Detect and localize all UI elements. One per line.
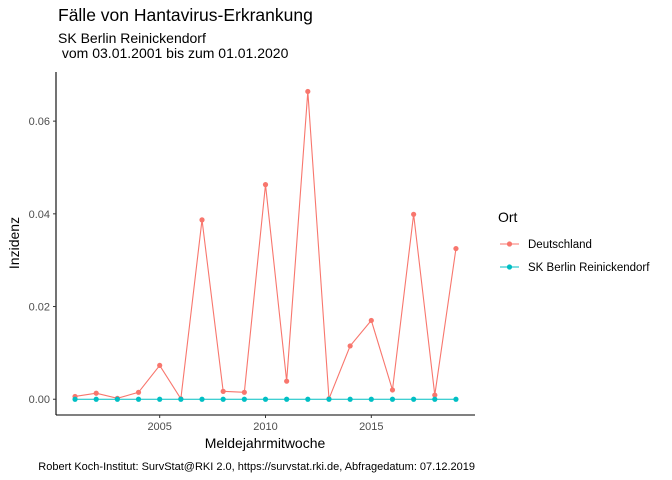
chart-caption: Robert Koch-Institut: SurvStat@RKI 2.0, … xyxy=(38,461,475,473)
y-ticks: 0.00 0.02 0.04 0.06 xyxy=(29,116,56,406)
data-point xyxy=(72,396,78,402)
chart-subtitle-line2: vom 03.01.2001 bis zum 01.01.2020 xyxy=(58,45,289,61)
x-tick-label: 2015 xyxy=(359,421,383,433)
data-point xyxy=(262,182,269,188)
series-1 xyxy=(72,396,459,402)
data-point xyxy=(220,388,226,394)
legend-item: SK Berlin Reinickendorf xyxy=(500,262,650,274)
legend-key-point xyxy=(506,241,513,247)
legend-key-point xyxy=(506,264,513,270)
x-tick-label: 2005 xyxy=(147,421,171,433)
data-point xyxy=(220,396,226,402)
data-point xyxy=(93,390,99,396)
y-tick-label: 0.00 xyxy=(29,394,50,406)
data-point xyxy=(326,396,332,402)
series-0 xyxy=(72,88,459,402)
data-point xyxy=(135,396,142,402)
chart-subtitle-line1: SK Berlin Reinickendorf xyxy=(58,30,206,46)
x-tick-label: 2010 xyxy=(253,421,277,433)
data-point xyxy=(305,396,311,402)
data-point xyxy=(347,396,353,402)
data-point xyxy=(262,396,269,402)
data-point xyxy=(453,396,459,402)
series-layer xyxy=(72,88,459,402)
data-point xyxy=(178,396,184,402)
legend-label: Deutschland xyxy=(528,239,592,251)
legend-items: Deutschland SK Berlin Reinickendorf xyxy=(500,239,650,274)
legend-label: SK Berlin Reinickendorf xyxy=(528,262,650,274)
data-point xyxy=(368,317,374,324)
series-line xyxy=(74,91,457,401)
data-point xyxy=(199,217,205,223)
y-tick-label: 0.02 xyxy=(29,302,50,314)
legend-item: Deutschland xyxy=(500,239,592,251)
y-tick-label: 0.06 xyxy=(29,116,50,128)
data-point xyxy=(199,396,205,402)
x-ticks: 2005 2010 2015 xyxy=(147,415,384,433)
data-point xyxy=(411,396,417,402)
data-point xyxy=(453,245,459,252)
data-point xyxy=(93,396,99,402)
data-point xyxy=(347,343,353,349)
data-point xyxy=(284,378,290,384)
chart-title: Fälle von Hantavirus-Erkrankung xyxy=(58,5,313,25)
plot-area: 0.00 0.02 0.04 0.06 2005 2010 2015 xyxy=(29,72,475,433)
data-point xyxy=(157,396,163,402)
data-point xyxy=(241,396,247,402)
data-point xyxy=(284,396,290,402)
data-point xyxy=(389,396,396,402)
data-point xyxy=(157,362,163,369)
x-axis-title: Meldejahrmitwoche xyxy=(205,435,326,451)
data-point xyxy=(432,396,438,402)
data-point xyxy=(368,396,374,402)
data-point xyxy=(432,392,438,398)
data-point xyxy=(114,396,120,402)
y-axis-title: Inzidenz xyxy=(6,217,22,269)
data-point xyxy=(305,88,311,95)
data-point xyxy=(135,389,142,395)
y-tick-label: 0.04 xyxy=(29,209,50,221)
legend-title: Ort xyxy=(498,209,518,225)
data-point xyxy=(241,389,247,395)
legend: Ort Deutschland SK Berlin Reinickendorf xyxy=(498,209,650,274)
data-point xyxy=(389,387,396,393)
data-point xyxy=(411,211,417,217)
